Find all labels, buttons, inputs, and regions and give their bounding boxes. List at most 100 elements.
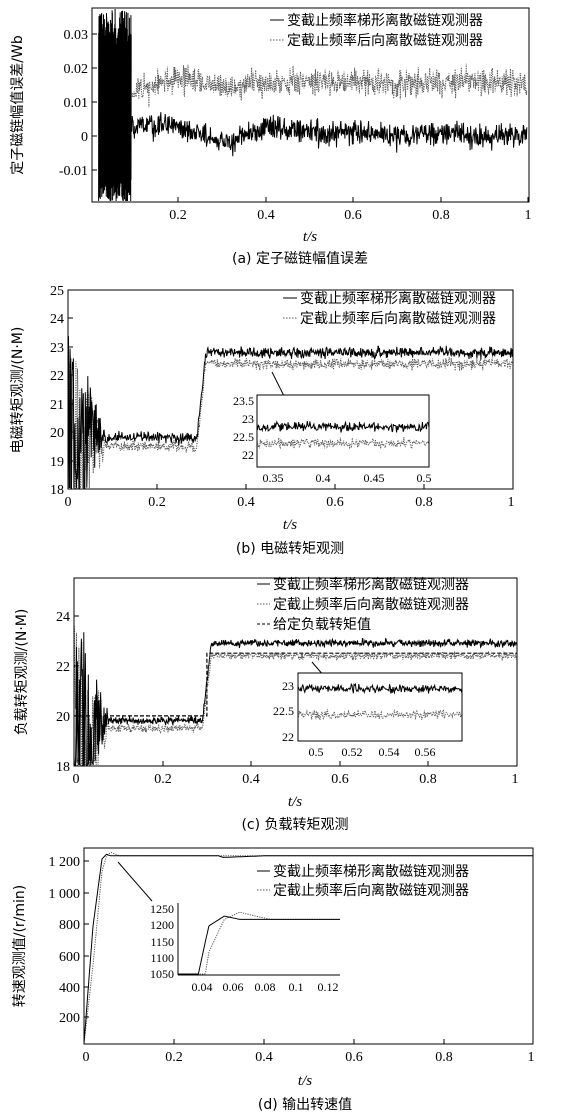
panel-a-axes [91,7,530,203]
panel-c-traces [73,626,518,766]
panel-b-ytick: 20 [50,426,64,441]
panel-c-inset-bg [298,673,462,741]
panel-d-inset-bg [178,903,340,975]
panel-c-xtick: 0 [73,772,80,787]
panel-b-legend-solid: 变截止频率梯形离散磁链观测器 [300,290,496,307]
panel-a: 0.03 0.02 0.01 0 -0.01 0.2 0.4 0.6 0.8 1… [10,7,532,267]
panel-b-inset: 23.5 23 22.5 22 0.35 0.4 0.45 0.5 [233,394,432,485]
panel-d-zoom-pointer [117,861,153,902]
panel-d-inset-ytick: 1150 [150,935,174,949]
panel-b-legend-dotted: 定截止频率后向离散磁链观测器 [300,310,496,327]
panel-b-axes [67,289,514,490]
panel-d-xtick: 0.6 [345,1050,363,1065]
panel-d-ytick: 800 [59,918,80,933]
panel-d-ylabel: 转速观测值/(r/min) [12,885,28,1008]
panel-a-ylabel: 定子磁链幅值误差/Wb [10,35,26,175]
panel-d-xtick: 0.8 [435,1050,453,1065]
panel-a-yticks [92,33,97,171]
panel-b-xtick: 0.4 [237,495,255,510]
panel-c-inset-ytick: 22 [282,730,294,744]
panel-b-xtick: 0.8 [415,495,433,510]
panel-b-inset-series-dotted [256,436,430,451]
panel-b-yticks [68,317,73,462]
panel-d-inset-xtick: 0.04 [192,980,213,994]
panel-a-ytick: -0.01 [59,164,88,179]
panel-c-xticks [162,761,429,766]
panel-c-legend: 变截止频率梯形离散磁链观测器 定截止频率后向离散磁链观测器 给定负载转矩值 [257,576,469,633]
panel-b-traces [67,336,514,489]
panel-b-inset-ytick: 23.5 [233,394,254,408]
panel-a-caption: (a) 定子磁链幅值误差 [232,251,368,267]
panel-c-inset-series-dotted [297,708,463,720]
panel-c-xtick: 0.8 [419,772,437,787]
panel-b-legend: 变截止频率梯形离散磁链观测器 定截止频率后向离散磁链观测器 [283,290,496,327]
panel-c: 24 22 20 18 0 0.2 0.4 0.6 0.8 1 t/s 负载转矩… [14,576,519,833]
panel-c-ytick: 24 [56,610,70,625]
panel-c-inset-xtick: 0.52 [342,745,363,759]
panel-b-inset-ytick: 22 [242,448,254,462]
panel-d-inset: 1250 1200 1150 1100 1050 0.04 0.06 0.08 … [150,902,340,994]
panel-d-traces [83,851,533,1044]
panel-d-xlabel: t/s [298,1073,312,1089]
panel-d-ytick: 600 [59,950,80,965]
panel-a-xtick: 0.8 [432,208,450,223]
panel-c-inset-xtick: 0.54 [379,745,400,759]
panel-c-xtick: 0.6 [331,772,349,787]
panel-d-inset-xtick: 0.1 [289,980,304,994]
panel-d-inset-ytick: 1250 [150,902,174,916]
panel-d-axes [83,847,534,1045]
panel-a-series-solid [130,112,528,157]
panel-b-ytick: 21 [50,398,64,413]
panel-c-xtick: 1 [512,772,519,787]
panel-d-ytick: 1 200 [49,855,81,870]
panel-c-series-solid [73,632,518,766]
panel-a-ytick: 0 [81,130,88,145]
panel-a-legend-solid: 变截止频率梯形离散磁链观测器 [287,12,483,29]
panel-b-inset-bg [257,395,429,467]
panel-b-ytick: 19 [50,455,64,470]
panel-a-ytick: 0.01 [64,96,89,111]
panel-c-inset: 23 22.5 22 0.5 0.52 0.54 0.56 [273,672,463,759]
panel-b-xtick: 1 [508,495,515,510]
panel-d-legend-solid: 变截止频率梯形离散磁链观测器 [273,863,469,880]
panel-d-caption: (d) 输出转速值 [258,1097,352,1113]
panel-b-ytick: 18 [50,483,64,498]
panel-b-ytick: 24 [50,312,64,327]
panel-b-inset-ytick: 23 [242,412,254,426]
panel-c-inset-series-solid [297,682,463,695]
panel-b-inset-ytick: 22.5 [233,430,254,444]
panel-d-inset-xtick: 0.12 [318,980,339,994]
panel-d-inset-ytick: 1050 [150,967,174,981]
panel-b-xtick: 0 [65,495,72,510]
panel-d-inset-series-solid [178,915,340,975]
panel-b-inset-xtick: 0.35 [263,471,284,485]
panel-d-inset-ytick: 1200 [150,918,174,932]
panel-b-inset-xtick: 0.4 [316,471,331,485]
panel-b-ytick: 25 [50,284,64,299]
panel-c-legend-reference: 给定负载转矩值 [273,617,371,633]
panel-c-legend-dotted: 定截止频率后向离散磁链观测器 [273,596,469,613]
panel-a-ytick: 0.03 [64,28,89,43]
panel-d-xticks [173,1039,445,1044]
panel-c-caption: (c) 负载转矩观测 [241,817,348,833]
panel-d-ytick: 200 [59,1011,80,1026]
panel-b-ylabel: 电磁转矩观测/(N·M) [10,327,26,454]
panel-c-inset-ytick: 23 [282,679,294,693]
panel-c-inset-ytick: 22.5 [273,704,294,718]
panel-b-caption: (b) 电磁转矩观测 [236,541,344,557]
panel-d-ytick: 1 000 [49,887,81,902]
panel-b-ytick: 22 [50,369,64,384]
panel-b-inset-xtick: 0.5 [417,471,432,485]
panel-c-xtick: 0.4 [242,772,260,787]
panel-a-transient-burst [98,8,132,202]
panel-c-inset-xtick: 0.5 [309,745,324,759]
panel-d-ytick: 400 [59,981,80,996]
panel-d-legend-dotted: 定截止频率后向离散磁链观测器 [273,882,469,899]
panel-c-legend-solid: 变截止频率梯形离散磁链观测器 [273,576,469,593]
panel-a-xticks [177,197,529,202]
panel-c-yticks [74,615,79,717]
panel-b-inset-axes [256,394,430,468]
panel-c-series-dotted [73,626,518,766]
panel-a-xtick: 0.4 [257,208,275,223]
